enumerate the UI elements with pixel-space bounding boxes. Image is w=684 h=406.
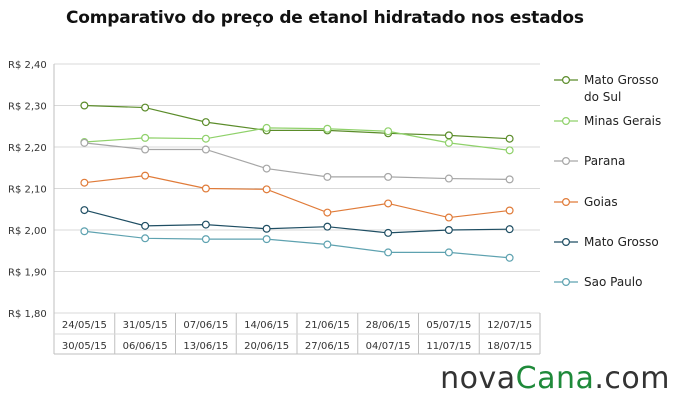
legend-marker-goias [561,198,570,207]
data-point-goias [444,213,453,222]
legend-label-mato-grosso-do-sul: do Sul [584,90,621,104]
data-point-sao-paulo [80,227,89,236]
data-point-mato-grosso [201,220,210,229]
legend: Mato Grosso do Sul Minas Gerais Parana Goias… [554,73,661,289]
y-tick-label: R$ 1,80 [8,309,47,320]
x-axis-ticks: 24/05/15 30/05/15 31/05/15 06/06/15 07/06/15… [62,320,532,352]
y-axis-ticks: R$ 2,40 R$ 2,30 R$ 2,20 R$ 2,10 R$ 2,00 R$ 1,… [8,60,47,320]
x-tick-end: 13/06/15 [183,341,228,352]
data-point-parana [323,172,332,181]
legend-label-mato-grosso-do-sul: Mato Grosso [584,73,659,87]
series-line-mato-grosso-do-sul [84,104,510,140]
y-tick-label: R$ 2,20 [8,143,47,154]
data-point-parana [201,145,210,154]
y-tick-label: R$ 2,30 [8,102,47,113]
series-line-minas-gerais [84,127,510,151]
logo-part-cana: Cana [515,361,595,396]
y-tick-label: R$ 2,40 [8,60,47,71]
legend-label-goias: Goias [584,195,618,209]
data-point-goias [505,206,514,215]
legend-marker-mato-grosso-do-sul [561,75,570,84]
legend-label-minas-gerais: Minas Gerais [584,114,661,128]
legend-label-parana: Parana [584,154,625,168]
data-point-parana [141,145,150,154]
x-tick-end: 27/06/15 [305,341,350,352]
x-tick-start: 12/07/15 [487,320,532,331]
data-point-parana [444,174,453,183]
series-line-goias [84,175,510,219]
x-tick-start: 31/05/15 [123,320,168,331]
x-tick-start: 24/05/15 [62,320,107,331]
novacana-logo: novaCana.com [440,364,670,394]
legend-marker-parana [561,157,570,166]
data-point-sao-paulo [262,235,271,244]
data-point-mato-grosso [323,222,332,231]
data-point-parana [80,138,89,147]
series-lines [80,101,514,262]
grid-lines [53,63,541,355]
x-tick-end: 06/06/15 [123,341,168,352]
legend-label-mato-grosso: Mato Grosso [584,235,659,249]
data-point-minas-gerais [384,127,393,136]
legend-marker-sao-paulo [561,278,570,287]
data-point-mato-grosso-do-sul [141,103,150,112]
data-point-mato-grosso [80,206,89,215]
data-point-mato-grosso [141,221,150,230]
data-point-minas-gerais [323,124,332,133]
data-point-mato-grosso [262,224,271,233]
x-tick-end: 04/07/15 [366,341,411,352]
logo-part-com: .com [594,361,670,396]
logo-part-nova: nova [440,361,516,396]
data-point-sao-paulo [201,235,210,244]
data-point-goias [262,185,271,194]
data-point-mato-grosso-do-sul [505,134,514,143]
x-tick-start: 05/07/15 [426,320,471,331]
x-tick-start: 21/06/15 [305,320,350,331]
series-line-mato-grosso [84,209,510,234]
data-point-sao-paulo [384,248,393,257]
y-tick-label: R$ 1,90 [8,268,47,279]
data-point-goias [80,178,89,187]
data-point-minas-gerais [505,146,514,155]
data-point-mato-grosso-do-sul [444,131,453,140]
data-point-goias [384,199,393,208]
y-tick-label: R$ 2,10 [8,185,47,196]
data-point-sao-paulo [323,240,332,249]
data-point-mato-grosso-do-sul [201,118,210,127]
legend-marker-minas-gerais [561,116,570,125]
data-point-goias [141,171,150,180]
x-tick-end: 11/07/15 [426,341,471,352]
data-point-mato-grosso [444,226,453,235]
x-tick-start: 28/06/15 [366,320,411,331]
series-line-sao-paulo [84,230,510,259]
data-point-mato-grosso [384,228,393,237]
x-tick-end: 18/07/15 [487,341,532,352]
data-point-sao-paulo [505,253,514,262]
chart-title: Comparativo do preço de etanol hidratado… [66,8,584,28]
legend-label-sao-paulo: Sao Paulo [584,275,642,289]
legend-marker-mato-grosso [561,238,570,247]
data-point-minas-gerais [262,123,271,132]
data-point-minas-gerais [141,133,150,142]
x-tick-start: 14/06/15 [244,320,289,331]
x-tick-end: 20/06/15 [244,341,289,352]
data-point-sao-paulo [141,234,150,243]
data-point-parana [505,175,514,184]
data-point-minas-gerais [201,134,210,143]
data-point-sao-paulo [444,248,453,257]
series-line-parana [84,142,510,180]
data-point-mato-grosso [505,225,514,234]
data-point-parana [262,164,271,173]
data-point-goias [323,208,332,217]
data-point-minas-gerais [444,138,453,147]
data-point-mato-grosso-do-sul [80,101,89,110]
data-point-goias [201,184,210,193]
x-tick-end: 30/05/15 [62,341,107,352]
y-tick-label: R$ 2,00 [8,226,47,237]
x-tick-start: 07/06/15 [183,320,228,331]
data-point-parana [384,172,393,181]
